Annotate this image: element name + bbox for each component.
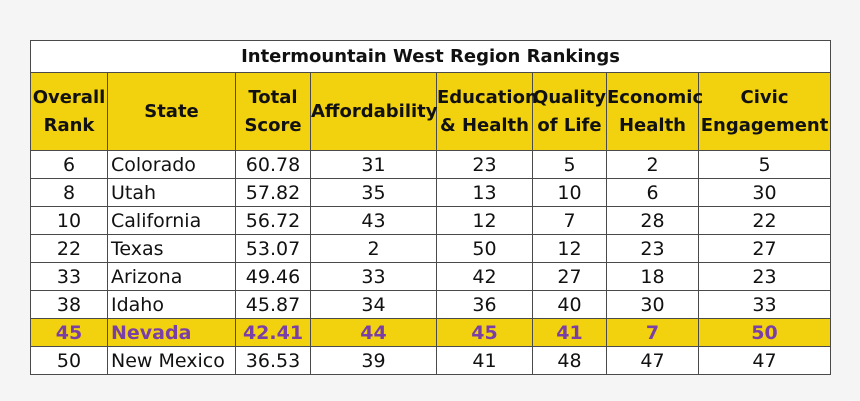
cell-total-score: 57.82 (235, 178, 311, 207)
table-row: 8 Utah 57.82 35 13 10 6 30 (30, 178, 832, 207)
table-row-highlighted: 45 Nevada 42.41 44 45 41 7 50 (30, 318, 832, 347)
cell-economic-health: 6 (606, 178, 699, 207)
cell-quality-of-life: 10 (532, 178, 607, 207)
cell-economic-health: 7 (606, 318, 699, 347)
header-line: State (144, 100, 199, 122)
cell-state: Texas (107, 234, 236, 263)
cell-civic-engagement: 22 (697, 206, 832, 235)
cell-total-score: 53.07 (235, 234, 311, 263)
table-row: 10 California 56.72 43 12 7 28 22 (30, 206, 832, 235)
cell-civic-engagement: 30 (697, 178, 832, 207)
header-line: Rank (43, 114, 95, 136)
cell-state: Colorado (107, 150, 236, 179)
header-line: Overall (32, 86, 106, 108)
header-affordability: Affordability (310, 72, 438, 151)
cell-state: Nevada (107, 318, 236, 347)
cell-total-score: 42.41 (235, 318, 311, 347)
header-economic-health: Economic Health (606, 72, 704, 151)
header-state: State (107, 72, 236, 151)
cell-quality-of-life: 40 (532, 290, 607, 319)
cell-economic-health: 30 (606, 290, 699, 319)
cell-quality-of-life: 7 (532, 206, 607, 235)
cell-overall-rank: 10 (30, 206, 108, 235)
cell-overall-rank: 22 (30, 234, 108, 263)
table-row: 50 New Mexico 36.53 39 41 48 47 47 (30, 346, 832, 375)
cell-affordability: 39 (310, 346, 437, 375)
cell-education-health: 41 (436, 346, 533, 375)
header-line: Affordability (311, 100, 438, 122)
table-row: 33 Arizona 49.46 33 42 27 18 23 (30, 262, 832, 291)
header-line: Engagement (700, 114, 829, 136)
cell-overall-rank: 50 (30, 346, 108, 375)
cell-quality-of-life: 5 (532, 150, 607, 179)
cell-overall-rank: 38 (30, 290, 108, 319)
cell-affordability: 43 (310, 206, 437, 235)
cell-education-health: 50 (436, 234, 533, 263)
cell-state: California (107, 206, 236, 235)
cell-civic-engagement: 33 (697, 290, 832, 319)
title-row: Intermountain West Region Rankings (29, 40, 832, 73)
header-quality-of-life: Quality of Life (532, 72, 607, 151)
cell-total-score: 60.78 (235, 150, 311, 179)
header-line: & Health (440, 114, 529, 136)
cell-quality-of-life: 41 (532, 318, 607, 347)
cell-economic-health: 47 (606, 346, 699, 375)
cell-total-score: 49.46 (235, 262, 311, 291)
cell-civic-engagement: 50 (697, 318, 832, 347)
cell-education-health: 12 (436, 206, 533, 235)
cell-affordability: 2 (310, 234, 437, 263)
cell-state: Idaho (107, 290, 236, 319)
header-line: Education (437, 86, 538, 108)
header-line: Health (618, 114, 686, 136)
cell-education-health: 23 (436, 150, 533, 179)
cell-economic-health: 28 (606, 206, 699, 235)
header-line: Total (248, 86, 298, 108)
header-line: Quality (533, 86, 606, 108)
cell-civic-engagement: 27 (697, 234, 832, 263)
cell-affordability: 33 (310, 262, 437, 291)
cell-education-health: 36 (436, 290, 533, 319)
cell-state: Utah (107, 178, 236, 207)
cell-economic-health: 2 (606, 150, 699, 179)
cell-education-health: 45 (436, 318, 533, 347)
header-line: Civic (740, 86, 789, 108)
table-row: 38 Idaho 45.87 34 36 40 30 33 (30, 290, 832, 319)
cell-overall-rank: 33 (30, 262, 108, 291)
cell-affordability: 31 (310, 150, 437, 179)
cell-affordability: 44 (310, 318, 437, 347)
cell-quality-of-life: 48 (532, 346, 607, 375)
cell-total-score: 56.72 (235, 206, 311, 235)
header-education-health: Education & Health (436, 72, 538, 151)
table-row: 22 Texas 53.07 2 50 12 23 27 (30, 234, 832, 263)
table-title: Intermountain West Region Rankings (29, 40, 832, 73)
cell-quality-of-life: 12 (532, 234, 607, 263)
cell-education-health: 13 (436, 178, 533, 207)
cell-civic-engagement: 5 (697, 150, 832, 179)
header-line: of Life (537, 114, 602, 136)
cell-overall-rank: 6 (30, 150, 108, 179)
cell-affordability: 34 (310, 290, 437, 319)
cell-civic-engagement: 47 (697, 346, 832, 375)
rankings-table-container: Intermountain West Region Rankings Overa… (29, 40, 832, 375)
header-total-score: Total Score (235, 72, 311, 151)
cell-civic-engagement: 23 (697, 262, 832, 291)
header-line: Economic (607, 86, 704, 108)
cell-state: New Mexico (107, 346, 236, 375)
cell-affordability: 35 (310, 178, 437, 207)
rankings-table: Intermountain West Region Rankings Overa… (29, 40, 832, 375)
cell-economic-health: 23 (606, 234, 699, 263)
cell-overall-rank: 8 (30, 178, 108, 207)
cell-education-health: 42 (436, 262, 533, 291)
cell-overall-rank: 45 (30, 318, 108, 347)
cell-state: Arizona (107, 262, 236, 291)
header-line: Score (244, 114, 302, 136)
cell-total-score: 36.53 (235, 346, 311, 375)
cell-total-score: 45.87 (235, 290, 311, 319)
cell-quality-of-life: 27 (532, 262, 607, 291)
table-row: 6 Colorado 60.78 31 23 5 2 5 (30, 150, 832, 179)
header-row: Overall Rank State Total Score Affordabi… (30, 72, 832, 151)
header-overall-rank: Overall Rank (30, 72, 108, 151)
cell-economic-health: 18 (606, 262, 699, 291)
header-civic-engagement: Civic Engagement (697, 72, 832, 151)
